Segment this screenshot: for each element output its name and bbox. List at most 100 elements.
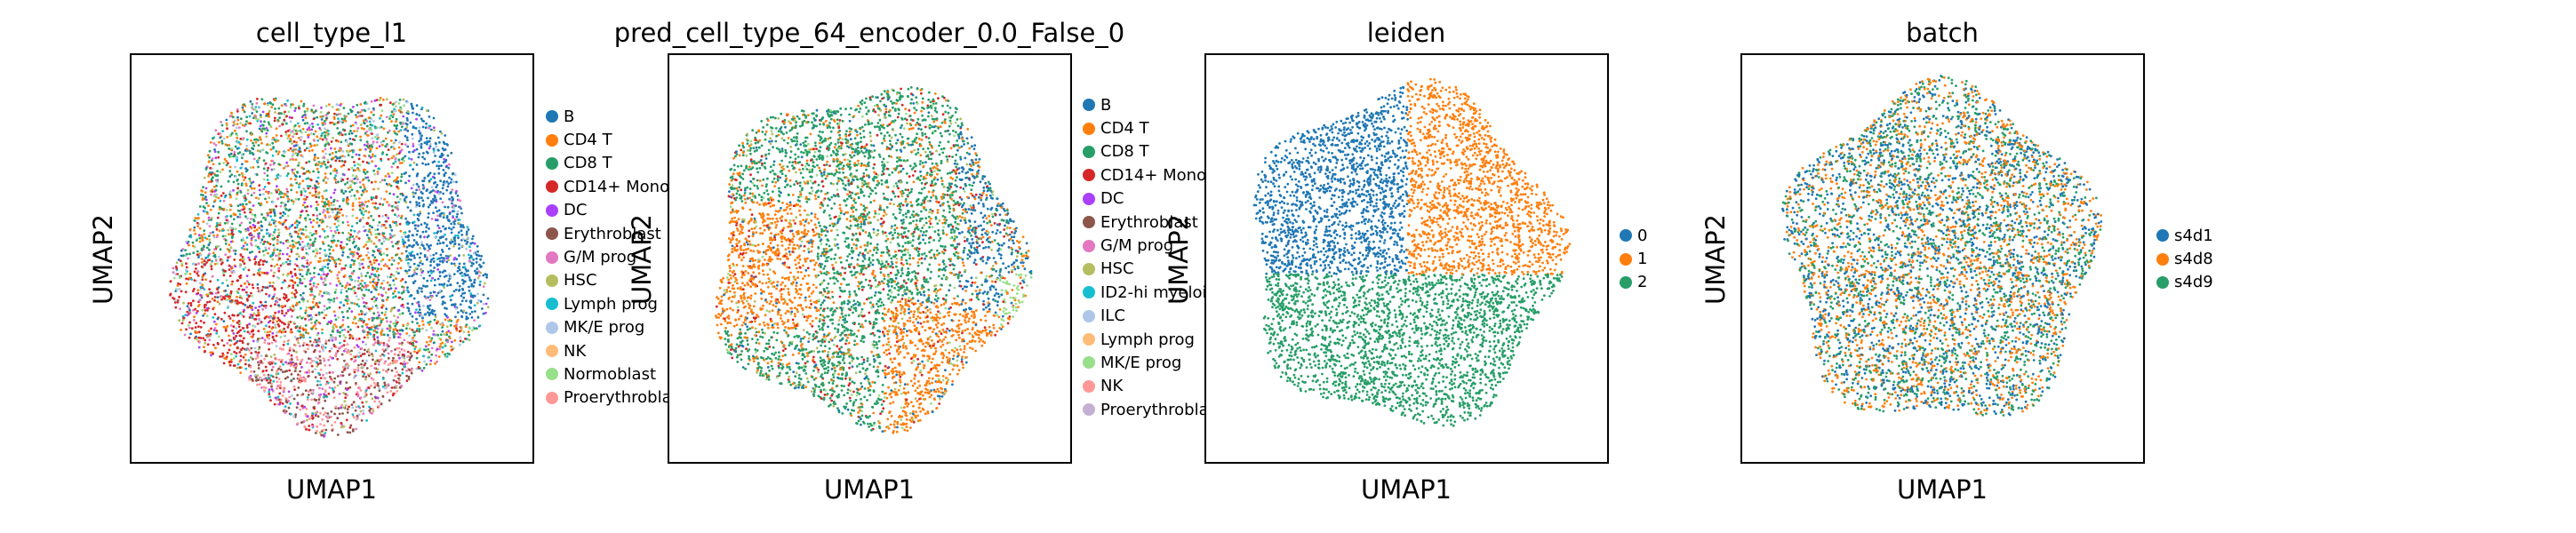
scatter-point	[308, 282, 312, 286]
scatter-point	[204, 187, 208, 190]
scatter-point	[467, 253, 470, 257]
scatter-point	[376, 336, 380, 339]
scatter-point	[276, 240, 280, 243]
scatter-point	[328, 301, 332, 304]
scatter-point	[421, 323, 425, 326]
scatter-point	[233, 150, 236, 154]
scatter-point	[300, 274, 304, 278]
scatter-point	[235, 126, 238, 130]
scatter-point	[344, 298, 348, 302]
scatter-point	[364, 176, 367, 179]
scatter-point	[314, 193, 317, 196]
scatter-point	[376, 171, 380, 173]
scatter-point	[391, 220, 395, 224]
scatter-point	[310, 315, 314, 319]
scatter-point	[199, 337, 203, 339]
scatter-point	[254, 260, 258, 264]
scatter-point	[256, 354, 260, 357]
scatter-point	[276, 248, 279, 251]
scatter-point	[367, 266, 371, 269]
scatter-point	[446, 205, 450, 209]
scatter-point	[195, 338, 198, 341]
scatter-point	[205, 202, 208, 205]
scatter-point	[441, 248, 444, 251]
scatter-point	[396, 315, 400, 319]
scatter-point	[344, 119, 348, 123]
scatter-point	[422, 187, 425, 190]
scatter-point	[432, 197, 435, 201]
scatter-point	[241, 163, 244, 166]
scatter-point	[467, 269, 469, 272]
scatter-point	[270, 264, 273, 267]
scatter-point	[457, 231, 460, 235]
scatter-point	[239, 371, 243, 374]
scatter-point	[364, 147, 367, 151]
scatter-point	[420, 117, 423, 121]
scatter-point	[349, 266, 352, 268]
scatter-point	[404, 250, 408, 253]
scatter-point	[388, 129, 391, 132]
scatter-point	[265, 151, 268, 154]
scatter-point	[332, 390, 335, 393]
scatter-point	[301, 203, 305, 207]
scatter-point	[260, 354, 263, 357]
scatter-point	[197, 262, 200, 266]
scatter-point	[356, 338, 358, 341]
scatter-point	[332, 299, 334, 303]
scatter-point	[340, 370, 344, 374]
scatter-point	[387, 157, 390, 161]
scatter-point	[260, 130, 264, 133]
scatter-point	[429, 178, 433, 181]
scatter-point	[289, 158, 292, 162]
scatter-point	[322, 196, 324, 200]
scatter-point	[345, 418, 348, 422]
scatter-point	[265, 135, 268, 139]
scatter-point	[448, 176, 451, 179]
scatter-point	[428, 320, 432, 323]
scatter-point	[360, 313, 364, 315]
scatter-point	[269, 399, 272, 402]
scatter-point	[302, 265, 306, 268]
scatter-point	[441, 201, 444, 204]
scatter-point	[431, 308, 434, 312]
scatter-point	[316, 425, 318, 428]
scatter-point	[377, 404, 380, 408]
scatter-point	[214, 346, 217, 350]
scatter-point	[308, 149, 311, 153]
scatter-point	[218, 140, 220, 144]
scatter-point	[427, 347, 429, 351]
scatter-point	[332, 310, 336, 314]
scatter-point	[252, 219, 256, 223]
scatter-point	[189, 235, 193, 239]
scatter-point	[378, 251, 381, 255]
scatter-point	[228, 314, 231, 318]
scatter-point	[456, 234, 460, 237]
scatter-point	[228, 250, 231, 253]
scatter-point	[282, 410, 285, 413]
scatter-point	[383, 362, 386, 365]
scatter-point	[353, 370, 356, 374]
scatter-point	[302, 104, 305, 107]
scatter-point	[393, 109, 396, 113]
scatter-point	[323, 305, 326, 307]
scatter-point	[427, 249, 430, 252]
scatter-point	[314, 237, 317, 241]
scatter-point	[375, 147, 379, 150]
scatter-point	[388, 115, 391, 118]
scatter-point	[372, 286, 376, 290]
scatter-point	[194, 326, 197, 329]
scatter-point	[412, 145, 415, 147]
scatter-point	[445, 188, 449, 192]
scatter-point	[387, 368, 390, 371]
scatter-point	[210, 180, 212, 183]
scatter-point	[216, 221, 219, 225]
scatter-point	[298, 186, 300, 189]
scatter-point	[240, 314, 244, 317]
scatter-point	[204, 278, 207, 281]
scatter-point	[306, 398, 309, 402]
scatter-point	[326, 161, 330, 163]
scatter-point	[248, 221, 252, 225]
scatter-point	[292, 397, 296, 401]
scatter-point	[208, 248, 211, 251]
scatter-point	[336, 127, 340, 130]
